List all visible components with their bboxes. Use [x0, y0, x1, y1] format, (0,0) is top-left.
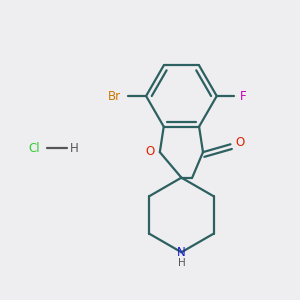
- Text: N: N: [177, 246, 186, 259]
- Text: O: O: [236, 136, 245, 149]
- Text: Br: Br: [108, 89, 121, 103]
- Text: Cl: Cl: [28, 142, 40, 154]
- Text: O: O: [146, 145, 154, 158]
- Text: F: F: [240, 89, 247, 103]
- Text: H: H: [178, 258, 185, 268]
- Text: H: H: [70, 142, 79, 154]
